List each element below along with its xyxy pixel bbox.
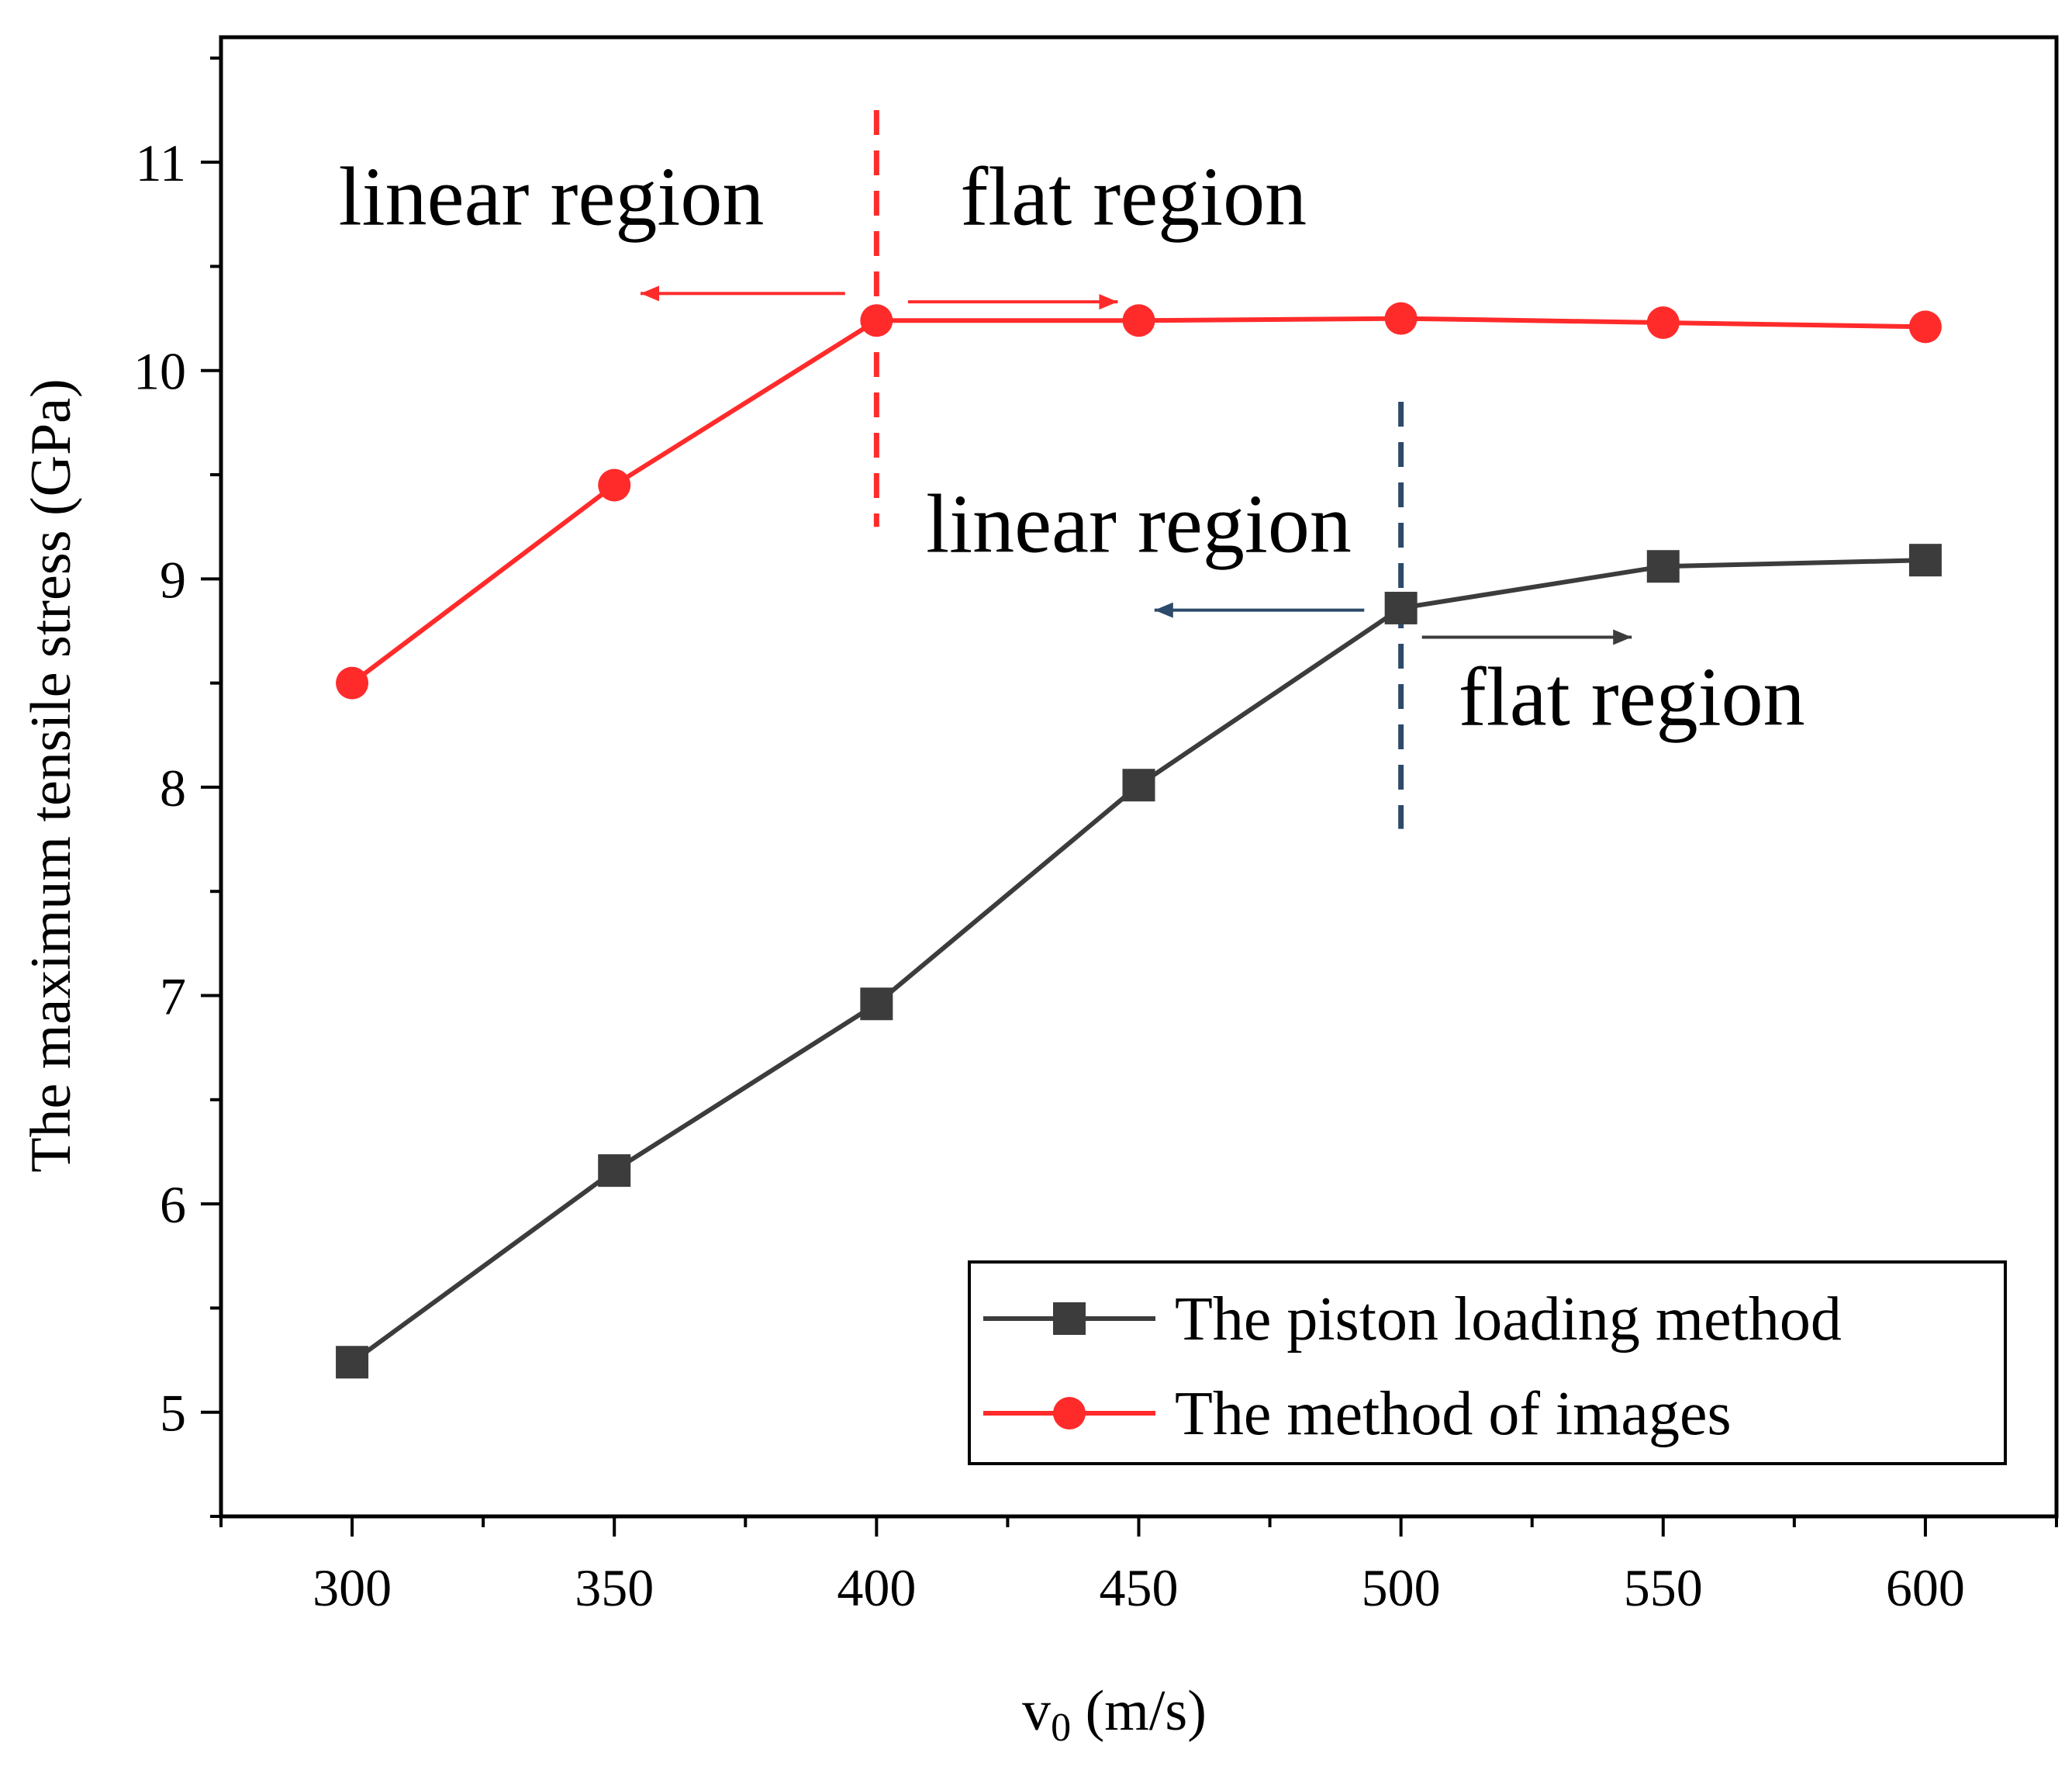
y-axis-title: The maximum tensile stress (GPa) [19, 379, 83, 1172]
x-tick-label-450: 450 [1100, 1558, 1179, 1617]
x-tick-label-600: 600 [1886, 1558, 1965, 1617]
y-tick-label-10: 10 [133, 342, 186, 401]
x-tick-label-550: 550 [1624, 1558, 1703, 1617]
series-1-point-500 [1384, 302, 1418, 335]
series-1-point-450 [1122, 304, 1155, 337]
x-tick-label-350: 350 [575, 1558, 654, 1617]
legend: The piston loading method The method of … [968, 1260, 2007, 1465]
x-axis-title-main: v [1022, 1679, 1051, 1743]
x-tick-label-500: 500 [1362, 1558, 1441, 1617]
legend-marker-images [1053, 1397, 1086, 1430]
series-1-point-600 [1908, 310, 1942, 344]
y-tick-label-9: 9 [160, 550, 186, 609]
y-tick-label-7: 7 [160, 967, 186, 1026]
series-1-point-300 [336, 666, 369, 700]
legend-box [968, 1260, 2007, 1465]
annotation-layer: linear region flat region linear region fla… [339, 110, 1805, 829]
y-tick-label-6: 6 [160, 1175, 186, 1234]
x-axis-title: v0 (m/s) [1022, 1679, 1207, 1750]
x-tick-label-300: 300 [313, 1558, 392, 1617]
series-0-point-350 [598, 1154, 631, 1188]
annotation-arrow-head-1 [1099, 294, 1118, 310]
series-layer [336, 302, 1942, 1379]
annotation-arrow-head-2 [1154, 602, 1173, 618]
annotation-text-1: flat region [960, 151, 1307, 244]
legend-label-images: The method of images [1175, 1380, 1732, 1448]
x-axis-title-unit: (m/s) [1071, 1679, 1207, 1743]
series-1-point-400 [860, 304, 893, 337]
annotation-arrow-head-0 [641, 285, 660, 302]
axes-layer: 300 350 400 450 500 550 600 5 6 7 8 9 10 11 [133, 35, 2059, 1617]
series-1-point-350 [598, 468, 631, 502]
y-tick-label-11: 11 [136, 133, 186, 192]
series-0-point-300 [336, 1346, 369, 1379]
x-tick-label-400: 400 [837, 1558, 916, 1617]
x-axis-title-subscript: 0 [1051, 1706, 1071, 1750]
series-1-point-550 [1646, 306, 1680, 339]
annotation-arrow-head-3 [1613, 629, 1632, 645]
series-0-point-500 [1384, 591, 1418, 624]
series-0-point-550 [1646, 550, 1680, 583]
series-0-point-400 [860, 987, 893, 1021]
legend-label-piston: The piston loading method [1175, 1285, 1842, 1353]
y-tick-label-8: 8 [160, 759, 186, 818]
series-0-point-450 [1122, 769, 1155, 802]
annotation-text-2: linear region [926, 478, 1352, 570]
annotation-text-0: linear region [339, 151, 765, 244]
annotation-text-3: flat region [1459, 651, 1805, 743]
series-0-point-600 [1908, 544, 1942, 577]
y-tick-label-5: 5 [160, 1384, 186, 1443]
legend-marker-piston [1053, 1302, 1086, 1335]
